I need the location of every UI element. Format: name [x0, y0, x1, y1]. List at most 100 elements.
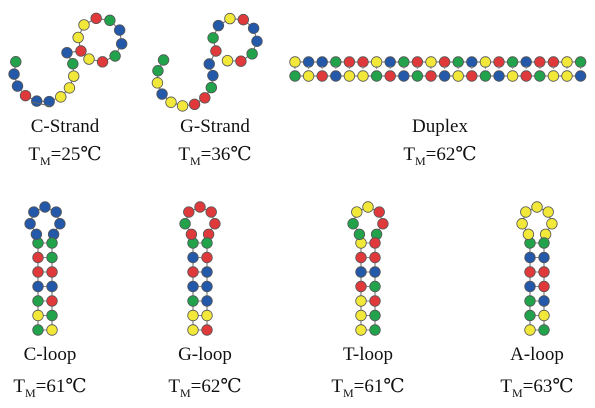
tm-subscript: M	[512, 386, 523, 400]
tm-symbol: T	[403, 144, 415, 165]
base	[201, 251, 213, 264]
base	[384, 70, 396, 82]
base	[67, 58, 79, 70]
base	[54, 218, 66, 230]
base	[46, 266, 58, 278]
base	[43, 95, 55, 108]
base	[109, 50, 121, 62]
base	[96, 56, 109, 68]
structure-name: C-loop	[24, 344, 77, 365]
base	[179, 218, 191, 230]
base	[369, 324, 381, 336]
base	[357, 56, 369, 68]
tm-symbol: T	[13, 376, 25, 397]
base	[176, 100, 189, 112]
base	[31, 95, 43, 107]
base	[205, 81, 218, 94]
base	[355, 324, 367, 336]
base	[493, 70, 505, 82]
base	[516, 218, 528, 230]
base	[531, 201, 543, 213]
base	[343, 70, 356, 82]
base	[183, 206, 195, 218]
base	[237, 13, 250, 26]
base	[538, 309, 550, 322]
base	[289, 70, 301, 82]
base	[32, 324, 44, 336]
structure-name: Duplex	[412, 116, 468, 137]
base	[302, 70, 315, 82]
base	[524, 251, 536, 264]
base	[201, 309, 213, 322]
base	[61, 47, 73, 59]
structure-name: G-Strand	[180, 116, 250, 137]
base	[210, 45, 222, 57]
base	[187, 309, 199, 322]
base	[151, 77, 164, 89]
base	[398, 70, 410, 82]
base	[46, 309, 58, 322]
base	[224, 12, 236, 25]
base	[201, 295, 213, 307]
base	[534, 56, 546, 68]
tm-value: =61℃	[354, 376, 405, 397]
base	[425, 56, 437, 68]
base	[32, 280, 44, 293]
base	[302, 56, 315, 68]
base	[235, 55, 247, 67]
tm-value: =62℃	[426, 144, 477, 165]
base	[24, 218, 36, 230]
base	[524, 295, 536, 307]
base	[506, 70, 519, 82]
base	[251, 35, 263, 47]
base	[330, 56, 342, 68]
base	[369, 266, 381, 278]
base	[411, 70, 424, 82]
base	[524, 266, 536, 278]
base	[466, 56, 478, 68]
base	[201, 280, 213, 293]
base	[362, 201, 374, 213]
structure-name: T-loop	[343, 344, 393, 365]
base	[50, 206, 62, 218]
base	[46, 324, 58, 336]
base	[201, 237, 213, 249]
base	[369, 280, 381, 293]
base	[355, 251, 367, 264]
melting-temperature: TM=61℃	[331, 376, 404, 400]
base	[46, 237, 58, 249]
base	[452, 70, 464, 82]
base	[547, 70, 560, 82]
base	[538, 266, 550, 278]
tm-symbol: T	[168, 376, 180, 397]
base	[524, 324, 536, 336]
base	[185, 228, 198, 240]
base	[355, 266, 367, 278]
base	[522, 228, 535, 240]
base	[187, 295, 199, 307]
tail	[31, 101, 51, 107]
base	[209, 218, 221, 230]
base	[32, 251, 44, 264]
tm-subscript: M	[343, 386, 354, 400]
base	[316, 70, 328, 82]
tm-value: =62℃	[191, 376, 242, 397]
base	[370, 70, 383, 82]
tm-subscript: M	[190, 154, 201, 168]
tm-subscript: M	[40, 154, 51, 168]
tm-value: =61℃	[36, 376, 87, 397]
base	[438, 56, 451, 68]
base	[46, 251, 58, 264]
base	[316, 56, 328, 68]
base	[68, 70, 80, 82]
melting-temperature: TM=63℃	[500, 376, 573, 400]
tm-value: =25℃	[51, 144, 102, 165]
base	[194, 201, 206, 213]
base	[369, 237, 381, 249]
tm-symbol: T	[178, 144, 190, 165]
structure-name: C-Strand	[31, 116, 100, 137]
base	[63, 82, 76, 94]
base	[479, 56, 492, 68]
base	[524, 280, 536, 293]
